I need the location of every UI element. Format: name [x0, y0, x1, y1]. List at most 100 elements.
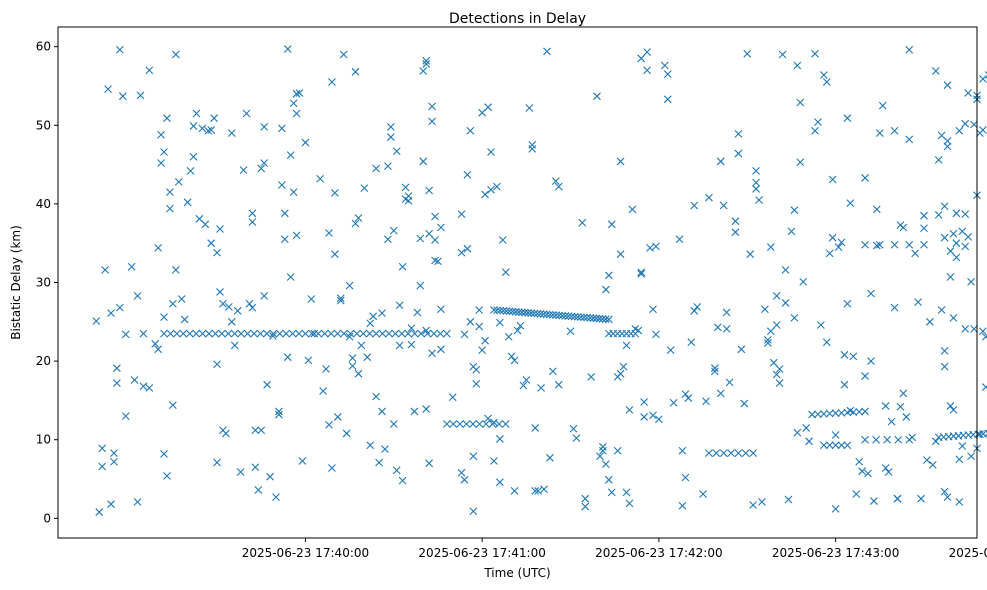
- data-point: [490, 418, 498, 427]
- data-point: [413, 308, 422, 317]
- data-point: [487, 185, 495, 194]
- data-point: [920, 240, 928, 249]
- data-point: [92, 317, 101, 325]
- chart-title: Detections in Delay: [449, 11, 586, 27]
- data-point: [604, 315, 613, 324]
- data-point: [713, 323, 722, 332]
- data-point: [133, 291, 142, 300]
- data-point: [511, 307, 520, 316]
- data-point: [899, 389, 908, 398]
- data-point: [330, 250, 339, 259]
- data-point: [775, 365, 784, 373]
- data-point: [905, 45, 914, 54]
- data-point: [322, 365, 330, 373]
- data-point: [205, 329, 213, 338]
- data-point: [216, 288, 224, 296]
- data-point: [896, 402, 905, 411]
- data-point: [534, 486, 543, 495]
- data-point: [669, 398, 678, 407]
- x-axis: 2025-06-23 17:40:00 2025-06-23 17:41:00 20…: [242, 538, 987, 560]
- data-point: [171, 50, 180, 59]
- data-point: [722, 308, 731, 317]
- data-point: [619, 362, 628, 371]
- data-point: [457, 468, 466, 477]
- data-point: [702, 397, 710, 406]
- data-point: [894, 435, 903, 444]
- data-point: [431, 256, 439, 265]
- data-point: [95, 508, 104, 516]
- data-point: [286, 273, 295, 281]
- y-tick-label: 10: [36, 433, 51, 447]
- data-point: [354, 214, 363, 222]
- data-point: [923, 456, 931, 465]
- data-point: [781, 299, 790, 307]
- data-point: [501, 268, 510, 277]
- data-point: [531, 424, 540, 432]
- data-point: [289, 99, 298, 108]
- data-point: [852, 490, 861, 498]
- data-point: [955, 455, 964, 464]
- data-point: [867, 289, 875, 298]
- data-point: [758, 497, 766, 506]
- data-point: [286, 151, 295, 160]
- data-point: [219, 299, 227, 308]
- data-point: [242, 109, 251, 118]
- data-point: [505, 307, 514, 316]
- data-point: [180, 315, 189, 324]
- data-point: [802, 424, 811, 432]
- data-point: [861, 372, 869, 380]
- data-point: [257, 426, 266, 435]
- data-point: [678, 446, 687, 455]
- data-point: [693, 302, 702, 311]
- data-point: [430, 329, 438, 338]
- data-point: [763, 336, 772, 344]
- data-point: [837, 441, 846, 450]
- data-point: [213, 360, 221, 369]
- data-point: [587, 372, 596, 381]
- data-point: [899, 223, 908, 232]
- data-point: [145, 66, 154, 75]
- data-point: [943, 81, 952, 90]
- data-point: [269, 329, 278, 338]
- data-point: [378, 329, 387, 338]
- data-point: [654, 415, 663, 424]
- data-point: [625, 405, 634, 414]
- data-point: [652, 330, 660, 339]
- data-point: [213, 458, 221, 467]
- data-point: [495, 435, 504, 443]
- data-point: [964, 233, 973, 241]
- data-point: [663, 70, 672, 79]
- data-point: [385, 329, 393, 338]
- data-point: [684, 394, 693, 402]
- data-point: [660, 61, 669, 70]
- data-point: [872, 435, 881, 444]
- data-point: [392, 466, 401, 475]
- data-point: [398, 262, 407, 271]
- data-point: [790, 206, 799, 215]
- data-point: [416, 281, 425, 290]
- data-point: [495, 478, 504, 487]
- data-point: [216, 225, 224, 233]
- data-point: [561, 311, 570, 320]
- data-point: [946, 273, 955, 281]
- data-point: [637, 269, 646, 278]
- data-point: [861, 174, 869, 182]
- data-point: [419, 67, 428, 75]
- data-point: [514, 308, 523, 316]
- data-point: [719, 449, 728, 457]
- data-point: [952, 209, 961, 218]
- data-point: [425, 229, 434, 238]
- data-point: [395, 341, 404, 350]
- data-point: [952, 239, 961, 248]
- data-point: [325, 420, 333, 429]
- data-point: [984, 71, 987, 79]
- data-point: [793, 428, 802, 437]
- data-point: [917, 494, 925, 503]
- data-point: [746, 250, 755, 259]
- data-point: [858, 467, 867, 476]
- data-point: [573, 313, 582, 321]
- data-point: [328, 78, 336, 86]
- data-point: [366, 319, 375, 328]
- data-point: [637, 268, 646, 277]
- data-point: [984, 429, 987, 438]
